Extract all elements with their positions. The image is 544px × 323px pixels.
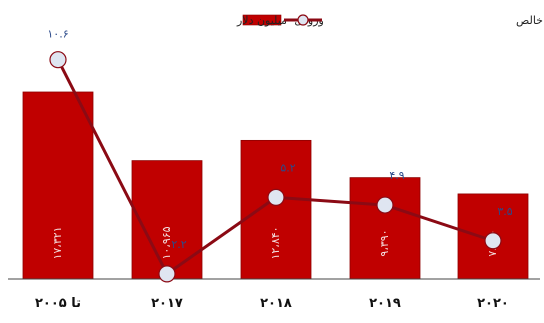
category-label: ۲۰۱۸: [260, 296, 292, 311]
category-label: تا ۲۰۰۵: [35, 296, 81, 311]
line-point: [49, 51, 67, 69]
bar: [349, 177, 421, 280]
point-value-label: ۱۰.۶: [47, 28, 68, 41]
bar-value-label: ۱۰،۹۶۵: [160, 226, 173, 259]
category-label: ۲۰۱۹: [369, 296, 401, 311]
point-value-label: ۲.۲: [171, 238, 186, 251]
line-series: [49, 51, 502, 283]
point-value-label: ۵.۲: [280, 161, 295, 174]
bar: [131, 160, 203, 280]
bar: [22, 91, 94, 280]
category-labels: تا ۲۰۰۵ ۲۰۱۷ ۲۰۱۸ ۲۰۱۹ ۲۰۲۰: [35, 296, 509, 311]
bars: [22, 91, 529, 280]
line-point: [267, 188, 285, 206]
bar-value-label: ۱۷،۳۲۱: [51, 226, 64, 259]
line-point: [376, 196, 394, 214]
line-point: [484, 232, 502, 250]
legend: ورودی- میلیون دلار ورودی- درصدی از تشکیل…: [236, 14, 544, 27]
point-value-label: ۴.۹: [389, 169, 404, 182]
legend-bar-swatch: [242, 14, 282, 26]
category-label: ۲۰۲۰: [477, 296, 509, 311]
category-label: ۲۰۱۷: [151, 296, 183, 311]
legend-line-marker: [297, 14, 309, 26]
bar: [240, 139, 312, 280]
point-labels: ۱۰.۶ ۲.۲ ۵.۲ ۴.۹ ۳.۵: [47, 28, 512, 251]
legend-line-label: ورودی- درصدی از تشکیل سرمایه ثابت ناخالص: [516, 14, 544, 27]
bar-value-label: ۱۲،۸۴۰: [269, 226, 282, 259]
bar-value-label: ۹،۳۹۰: [378, 229, 391, 256]
point-value-label: ۳.۵: [497, 205, 512, 218]
line-point: [158, 265, 176, 283]
